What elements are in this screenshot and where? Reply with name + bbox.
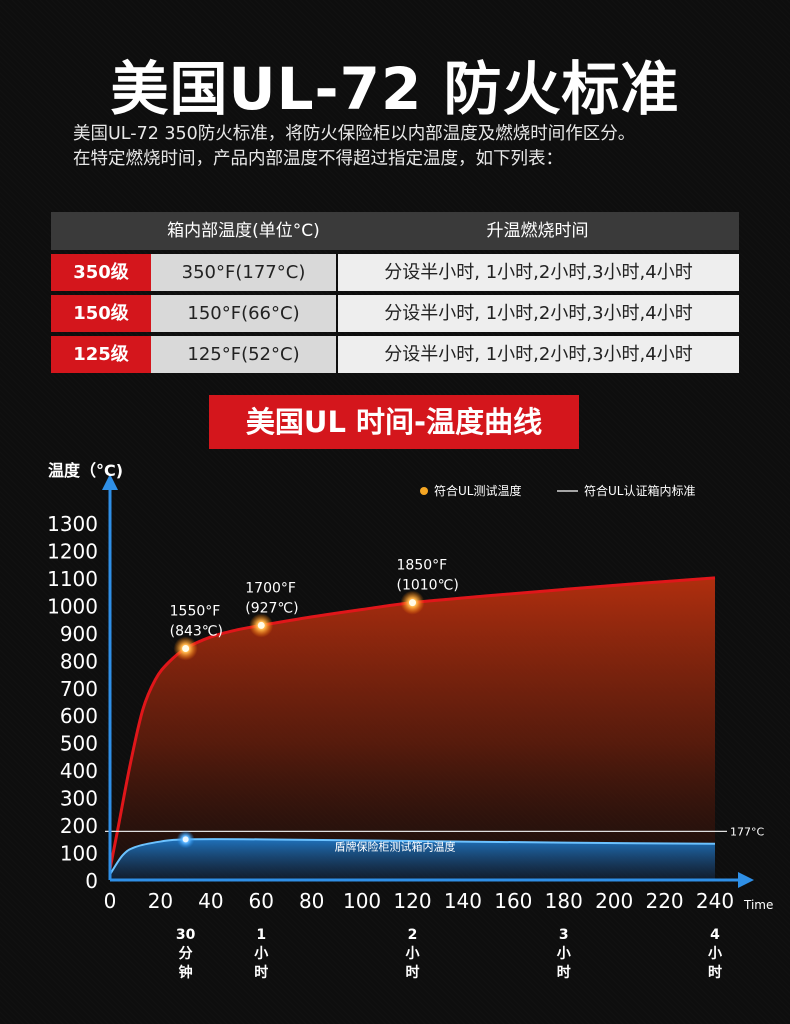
- table-header: 箱内部温度(单位°C) 升温燃烧时间: [51, 212, 739, 250]
- legend-line-label: 符合UL认证箱内标准: [584, 483, 695, 498]
- y-tick-label: 1200: [47, 539, 98, 563]
- x-tick-label: 180: [545, 889, 583, 913]
- legend-point-label: 符合UL测试温度: [434, 483, 521, 498]
- time-label: 1: [256, 927, 266, 943]
- x-tick-label: 240: [696, 889, 734, 913]
- y-tick-label: 800: [60, 649, 98, 673]
- y-axis-title: 温度（°C): [47, 461, 123, 480]
- point-label-c: (843℃): [170, 623, 223, 639]
- x-tick-label: 160: [494, 889, 532, 913]
- y-tick-label: 400: [60, 759, 98, 783]
- x-tick-label: 200: [595, 889, 633, 913]
- time-label: 2: [408, 927, 418, 943]
- band-label: 盾牌保险柜测试箱内温度: [335, 840, 456, 854]
- time-label: 分: [179, 946, 193, 962]
- table-row: 125级 125°F(52°C) 分设半小时, 1小时,2小时,3小时,4小时: [51, 336, 739, 373]
- chart-banner: 美国UL 时间-温度曲线: [209, 395, 579, 449]
- test-point: [409, 599, 416, 607]
- grade-cell: 350级: [51, 254, 151, 291]
- x-tick-label: 60: [249, 889, 274, 913]
- time-label: 小: [254, 946, 268, 962]
- time-cell: 分设半小时, 1小时,2小时,3小时,4小时: [338, 336, 739, 373]
- test-point: [257, 621, 265, 629]
- temp-cell: 125°F(52°C): [151, 336, 336, 373]
- time-label: 钟: [179, 964, 193, 981]
- x-tick-label: 0: [104, 889, 117, 913]
- point-label-f: 1700°F: [245, 580, 296, 596]
- time-label: 4: [710, 927, 720, 943]
- x-tick-label: 20: [148, 889, 173, 913]
- x-tick-label: 40: [198, 889, 223, 913]
- y-tick-label: 0: [85, 869, 98, 893]
- time-label: 小: [708, 946, 722, 962]
- table-row: 150级 150°F(66°C) 分设半小时, 1小时,2小时,3小时,4小时: [51, 295, 739, 332]
- y-tick-label: 100: [60, 842, 98, 866]
- time-cell: 分设半小时, 1小时,2小时,3小时,4小时: [338, 295, 739, 332]
- time-label: 3: [559, 927, 569, 943]
- x-tick-label: 100: [343, 889, 381, 913]
- point-label-c: (1010℃): [397, 578, 459, 594]
- legend-point-marker: [420, 487, 428, 495]
- standard-table: 箱内部温度(单位°C) 升温燃烧时间 350级 350°F(177°C) 分设半…: [51, 212, 739, 377]
- time-label: 时: [557, 964, 571, 981]
- y-tick-label: 500: [60, 732, 98, 756]
- temp-cell: 350°F(177°C): [151, 254, 336, 291]
- grade-cell: 125级: [51, 336, 151, 373]
- time-cell: 分设半小时, 1小时,2小时,3小时,4小时: [338, 254, 739, 291]
- inner-temp-area: [110, 839, 715, 880]
- y-tick-label: 900: [60, 622, 98, 646]
- test-point: [182, 644, 190, 652]
- intro-text: 美国UL-72 350防火标准，将防火保险柜以内部温度及燃烧时间作区分。 在特定…: [73, 122, 773, 172]
- page-title: 美国UL-72 防火标准: [110, 55, 680, 123]
- fire-area: [110, 577, 715, 880]
- inner-point: [182, 836, 189, 843]
- reference-line-label: 177°C: [730, 825, 764, 838]
- y-tick-label: 300: [60, 787, 98, 811]
- time-label: 30: [176, 927, 196, 943]
- x-tick-label: 120: [393, 889, 431, 913]
- y-tick-label: 200: [60, 814, 98, 838]
- point-label-c: (927℃): [245, 600, 298, 616]
- y-axis-arrow: [102, 474, 118, 490]
- x-tick-label: 140: [444, 889, 482, 913]
- time-label: 时: [254, 964, 268, 981]
- point-label-f: 1850°F: [397, 558, 448, 574]
- grade-cell: 150级: [51, 295, 151, 332]
- header-cell-temp: 箱内部温度(单位°C): [167, 221, 320, 241]
- time-label: 时: [406, 964, 420, 981]
- ul-fire-curve: [108, 576, 716, 870]
- header-cell-grade: [51, 212, 151, 250]
- x-tick-label: 80: [299, 889, 324, 913]
- y-tick-label: 700: [60, 677, 98, 701]
- intro-line-1: 美国UL-72 350防火标准，将防火保险柜以内部温度及燃烧时间作区分。: [73, 124, 636, 144]
- x-axis-arrow: [738, 872, 754, 888]
- x-tick-label: 220: [645, 889, 683, 913]
- temp-cell: 150°F(66°C): [151, 295, 336, 332]
- y-tick-label: 1300: [47, 512, 98, 536]
- time-label: 小: [557, 946, 571, 962]
- x-axis-title: Time: [743, 898, 773, 912]
- time-label: 时: [708, 964, 722, 981]
- y-tick-label: 600: [60, 704, 98, 728]
- table-row: 350级 350°F(177°C) 分设半小时, 1小时,2小时,3小时,4小时: [51, 254, 739, 291]
- header-cell-time: 升温燃烧时间: [486, 221, 589, 241]
- point-label-f: 1550°F: [170, 603, 221, 619]
- time-label: 小: [406, 946, 420, 962]
- intro-line-2: 在特定燃烧时间，产品内部温度不得超过指定温度，如下列表：: [73, 149, 563, 169]
- inner-temp-line: [109, 838, 716, 876]
- time-temperature-chart: 177°C盾牌保险柜测试箱内温度温度（°C)Time01002003004005…: [47, 461, 773, 981]
- y-tick-label: 1100: [47, 567, 98, 591]
- y-tick-label: 1000: [47, 594, 98, 618]
